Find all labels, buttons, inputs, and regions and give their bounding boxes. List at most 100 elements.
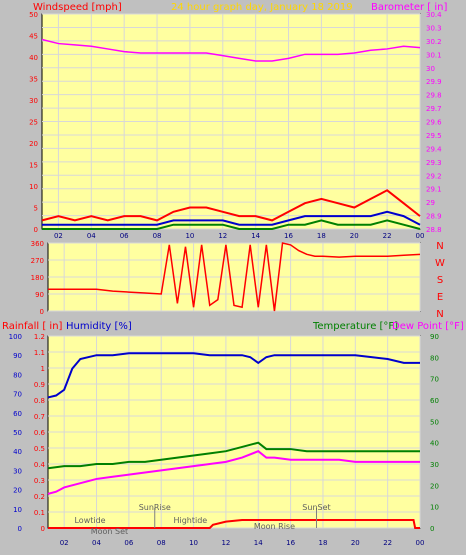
barometer-tick-label: 29.5	[426, 132, 442, 140]
hour-tick-label: 12	[221, 539, 230, 547]
humidity-tick-label: 20	[13, 487, 22, 495]
compass-label: N	[436, 241, 443, 252]
windspeed-tick-label: 30	[29, 97, 38, 105]
rainfall-tick-label: 0.7	[34, 413, 45, 421]
windspeed-tick-label: 0	[34, 226, 38, 234]
rainfall-tick-label: 0.9	[34, 381, 45, 389]
windspeed-axis-label: Windspeed [mph]	[33, 2, 122, 13]
direction-tick-label: 90	[35, 291, 44, 299]
windspeed-tick-label: 20	[29, 140, 38, 148]
temperature-tick-label: 10	[430, 504, 439, 512]
compass-label: E	[437, 292, 443, 303]
barometer-tick-label: 30.1	[426, 51, 442, 59]
rainfall-tick-label: 0	[41, 525, 45, 533]
barometer-tick-label: 28.9	[426, 213, 442, 221]
hour-tick-label: 08	[157, 539, 166, 547]
temperature-tick-label: 0	[430, 525, 434, 533]
hour-tick-label: 08	[153, 232, 162, 240]
hour-tick-label: 18	[318, 539, 327, 547]
hour-tick-label: 16	[286, 539, 295, 547]
windspeed-tick-label: 50	[29, 11, 38, 19]
hour-tick-label: 02	[54, 232, 63, 240]
rainfall-tick-label: 1.1	[34, 349, 45, 357]
wind-barometer-panel: 0 5 10 15 20 25 30 35 40 45 50 28.8 28.9 29 29.1 29.2 2…	[29, 11, 442, 240]
series-barometer-in-	[41, 38, 421, 62]
rainfall-tick-label: 0.8	[34, 397, 45, 405]
rainfall-tick-label: 0.5	[34, 445, 45, 453]
direction-tick-label: 270	[31, 257, 44, 265]
temperature-axis-label: Temperature [°F]	[312, 321, 398, 332]
temperature-tick-label: 30	[430, 461, 439, 469]
rainfall-tick-label: 0.1	[34, 509, 45, 517]
humidity-tick-label: 90	[13, 352, 22, 360]
rainfall-tick-label: 1	[41, 365, 45, 373]
barometer-tick-label: 29.3	[426, 159, 442, 167]
hour-tick-label: 02	[60, 539, 69, 547]
windspeed-tick-label: 5	[34, 205, 38, 213]
hour-tick-label: 20	[351, 539, 360, 547]
temperature-tick-label: 90	[430, 333, 439, 341]
compass-label: N	[436, 309, 443, 320]
hour-tick-label: 06	[124, 539, 133, 547]
hour-tick-label: 14	[254, 539, 263, 547]
hour-tick-label: 16	[284, 232, 293, 240]
barometer-tick-label: 29.7	[426, 105, 442, 113]
temperature-tick-label: 60	[430, 397, 439, 405]
hour-tick-label: 18	[317, 232, 326, 240]
barometer-tick-label: 28.8	[426, 226, 442, 234]
windspeed-tick-label: 15	[29, 162, 38, 170]
barometer-tick-label: 29.9	[426, 78, 442, 86]
hour-tick-label: 12	[218, 232, 227, 240]
barometer-tick-label: 29.6	[426, 119, 442, 127]
humidity-tick-label: 10	[13, 506, 22, 514]
hour-tick-label: 04	[87, 232, 96, 240]
temperature-tick-label: 40	[430, 440, 439, 448]
humidity-tick-label: 0	[18, 525, 22, 533]
hour-tick-label: 14	[251, 232, 260, 240]
rain-humidity-temperature-panel: 010203040506070809010000.10.20.30.40.50.…	[9, 333, 439, 547]
windspeed-tick-label: 10	[29, 183, 38, 191]
sunrise-label: SunRise	[139, 503, 171, 512]
barometer-tick-label: 30.2	[426, 38, 442, 46]
temperature-tick-label: 50	[430, 418, 439, 426]
hour-tick-label: 22	[383, 539, 392, 547]
dewpoint-axis-label: Dew Point [°F]	[392, 321, 464, 332]
humidity-tick-label: 70	[13, 391, 22, 399]
rainfall-tick-label: 1.2	[34, 333, 45, 341]
humidity-tick-label: 60	[13, 410, 22, 418]
rainfall-axis-label: Rainfall [ in]	[2, 321, 63, 332]
barometer-axis-label: Barometer [ in]	[371, 2, 447, 13]
series-rainfall-in-	[48, 519, 420, 529]
hour-tick-label: 10	[185, 232, 194, 240]
windspeed-tick-label: 40	[29, 54, 38, 62]
series-dew-point-f-	[47, 450, 420, 495]
temperature-tick-label: 20	[430, 482, 439, 490]
windspeed-tick-label: 35	[29, 76, 38, 84]
humidity-tick-label: 80	[13, 371, 22, 379]
hour-tick-label: 22	[383, 232, 392, 240]
hour-tick-label: 00	[416, 539, 425, 547]
hour-tick-label: 00	[416, 232, 425, 240]
barometer-tick-label: 29.1	[426, 186, 442, 194]
hour-tick-label: 06	[120, 232, 129, 240]
temperature-tick-label: 80	[430, 354, 439, 362]
graph-title: 24 hour graph day, January 18 2019	[171, 2, 353, 13]
windspeed-tick-label: 25	[29, 119, 38, 127]
humidity-axis-label: Humidity [%]	[66, 321, 132, 332]
hour-tick-label: 20	[350, 232, 359, 240]
rainfall-tick-label: 0.4	[34, 461, 46, 469]
lowtide-label: Lowtide	[74, 516, 105, 525]
moonset-label: Moon Set	[91, 527, 128, 536]
barometer-tick-label: 30.4	[426, 11, 442, 19]
rainfall-tick-label: 0.3	[34, 477, 45, 485]
rainfall-tick-label: 0.2	[34, 493, 45, 501]
windspeed-tick-label: 45	[29, 33, 38, 41]
direction-tick-label: 0	[40, 308, 44, 316]
barometer-tick-label: 29	[426, 199, 435, 207]
series-temperature-f-	[47, 441, 420, 470]
hour-tick-label: 10	[189, 539, 198, 547]
hightide-label: Hightide	[173, 516, 207, 525]
rainfall-tick-label: 0.6	[34, 429, 46, 437]
